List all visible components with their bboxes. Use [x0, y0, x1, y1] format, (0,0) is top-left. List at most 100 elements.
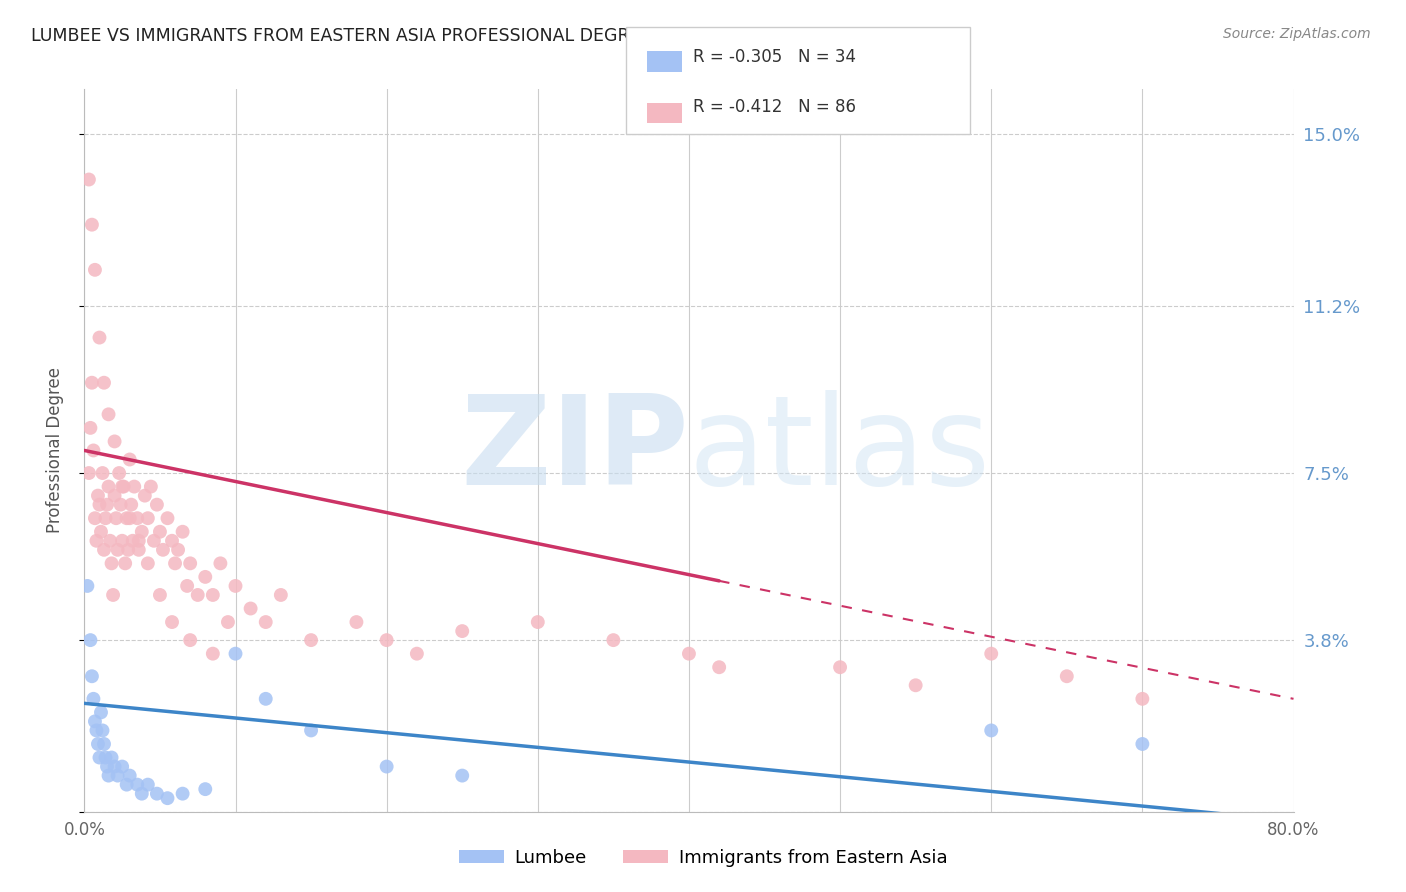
Point [77, 466, 100, 480]
Point [602, 633, 624, 648]
Legend: Lumbee, Immigrants from Eastern Asia: Lumbee, Immigrants from Eastern Asia [451, 842, 955, 874]
Point [104, 434, 127, 449]
Point [149, 588, 172, 602]
Point [107, 769, 129, 783]
Point [121, 533, 143, 548]
Point [96, 498, 118, 512]
Point [167, 542, 190, 557]
Point [225, 647, 247, 661]
Point [87, 737, 110, 751]
Point [98, 533, 121, 548]
Point [239, 601, 262, 615]
Point [97, 407, 120, 421]
Point [118, 452, 141, 467]
Text: R = -0.305   N = 34: R = -0.305 N = 34 [693, 48, 856, 66]
Point [97, 480, 120, 494]
Point [84, 262, 107, 277]
Point [527, 615, 550, 629]
Point [82, 691, 104, 706]
Point [89, 750, 111, 764]
Point [201, 647, 224, 661]
Point [111, 533, 134, 548]
Point [90, 524, 112, 539]
Point [980, 647, 1002, 661]
Point [100, 750, 122, 764]
Point [156, 511, 179, 525]
Point [1130, 737, 1153, 751]
Point [904, 678, 927, 692]
Point [225, 579, 247, 593]
Point [127, 511, 149, 525]
Point [107, 542, 129, 557]
Point [160, 615, 183, 629]
Point [136, 511, 159, 525]
Point [96, 759, 118, 773]
Point [91, 723, 114, 738]
Point [254, 615, 277, 629]
Point [172, 524, 194, 539]
Point [111, 759, 134, 773]
Point [127, 778, 149, 792]
Point [299, 633, 322, 648]
Point [172, 787, 194, 801]
Point [146, 787, 169, 801]
Point [94, 750, 117, 764]
Point [139, 480, 162, 494]
Point [128, 533, 150, 548]
Point [142, 533, 165, 548]
Point [76, 579, 98, 593]
Text: ZIP: ZIP [460, 390, 689, 511]
Point [830, 660, 852, 674]
Point [80, 669, 103, 683]
Point [149, 524, 172, 539]
Point [375, 633, 398, 648]
Point [93, 737, 115, 751]
Point [104, 489, 127, 503]
Point [187, 588, 209, 602]
Point [406, 647, 429, 661]
Text: LUMBEE VS IMMIGRANTS FROM EASTERN ASIA PROFESSIONAL DEGREE CORRELATION CHART: LUMBEE VS IMMIGRANTS FROM EASTERN ASIA P… [31, 27, 845, 45]
Point [86, 723, 108, 738]
Point [146, 498, 169, 512]
Point [194, 782, 217, 797]
Point [84, 511, 107, 525]
Point [165, 557, 187, 571]
Text: R = -0.412   N = 86: R = -0.412 N = 86 [693, 98, 856, 116]
Point [201, 588, 224, 602]
Point [299, 723, 322, 738]
Point [86, 533, 108, 548]
Text: Source: ZipAtlas.com: Source: ZipAtlas.com [1223, 27, 1371, 41]
Point [114, 557, 136, 571]
Point [94, 511, 117, 525]
Point [270, 588, 292, 602]
Point [82, 443, 104, 458]
Point [709, 660, 731, 674]
Point [254, 691, 277, 706]
Point [87, 489, 110, 503]
Point [1056, 669, 1078, 683]
Point [93, 376, 115, 390]
Point [179, 557, 201, 571]
Point [77, 172, 100, 186]
Text: atlas: atlas [689, 390, 991, 511]
Point [112, 480, 135, 494]
Point [84, 714, 107, 729]
Point [120, 498, 142, 512]
Point [115, 511, 138, 525]
Point [134, 489, 156, 503]
Point [79, 633, 101, 648]
Point [89, 330, 111, 344]
Point [93, 542, 115, 557]
Y-axis label: Professional Degree: Professional Degree [45, 368, 63, 533]
Point [104, 759, 127, 773]
Point [179, 633, 201, 648]
Point [91, 466, 114, 480]
Point [136, 778, 159, 792]
Point [117, 542, 139, 557]
Point [115, 778, 138, 792]
Point [375, 759, 398, 773]
Point [209, 557, 232, 571]
Point [101, 588, 124, 602]
Point [160, 533, 183, 548]
Point [131, 524, 153, 539]
